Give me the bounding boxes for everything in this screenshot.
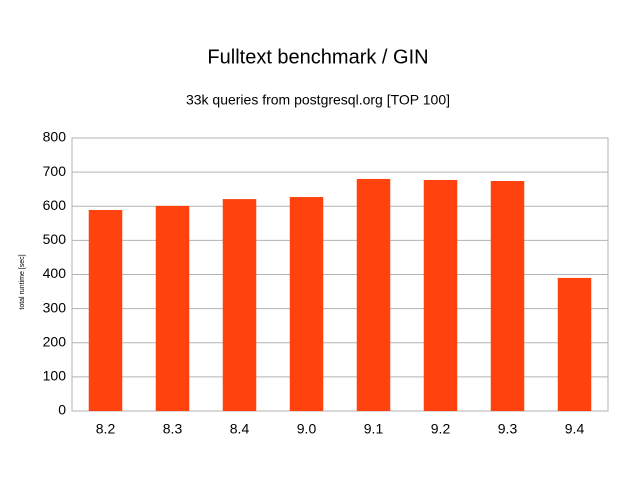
x-tick-label: 9.4 bbox=[565, 421, 585, 437]
chart-title: Fulltext benchmark / GIN bbox=[207, 46, 428, 68]
bar bbox=[557, 277, 592, 411]
y-tick-label: 400 bbox=[43, 265, 67, 281]
plot-border bbox=[71, 137, 609, 412]
x-tick-label: 8.2 bbox=[96, 421, 116, 437]
x-tick-label: 8.3 bbox=[163, 421, 183, 437]
bar bbox=[222, 199, 257, 411]
y-tick-label: 600 bbox=[43, 197, 67, 213]
x-tick-label: 9.3 bbox=[498, 421, 518, 437]
bar bbox=[423, 179, 458, 411]
x-tick-label: 9.0 bbox=[297, 421, 317, 437]
x-tick-label: 8.4 bbox=[230, 421, 250, 437]
x-tick-label: 9.1 bbox=[364, 421, 384, 437]
y-axis-label: total runtime [sec] bbox=[19, 254, 26, 309]
y-tick-label: 800 bbox=[43, 129, 67, 145]
bar bbox=[356, 178, 391, 411]
y-tick-label: 300 bbox=[43, 299, 67, 315]
y-tick-label: 500 bbox=[43, 231, 67, 247]
x-tick-label: 9.2 bbox=[431, 421, 451, 437]
chart-subtitle: 33k queries from postgresql.org [TOP 100… bbox=[186, 92, 450, 108]
bar bbox=[155, 205, 190, 411]
y-tick-label: 700 bbox=[43, 163, 67, 179]
bar bbox=[289, 197, 324, 411]
y-tick-label: 0 bbox=[58, 402, 66, 418]
bar bbox=[490, 180, 525, 411]
y-tick-label: 200 bbox=[43, 333, 67, 349]
y-tick-label: 100 bbox=[43, 368, 67, 384]
bar bbox=[88, 210, 123, 411]
